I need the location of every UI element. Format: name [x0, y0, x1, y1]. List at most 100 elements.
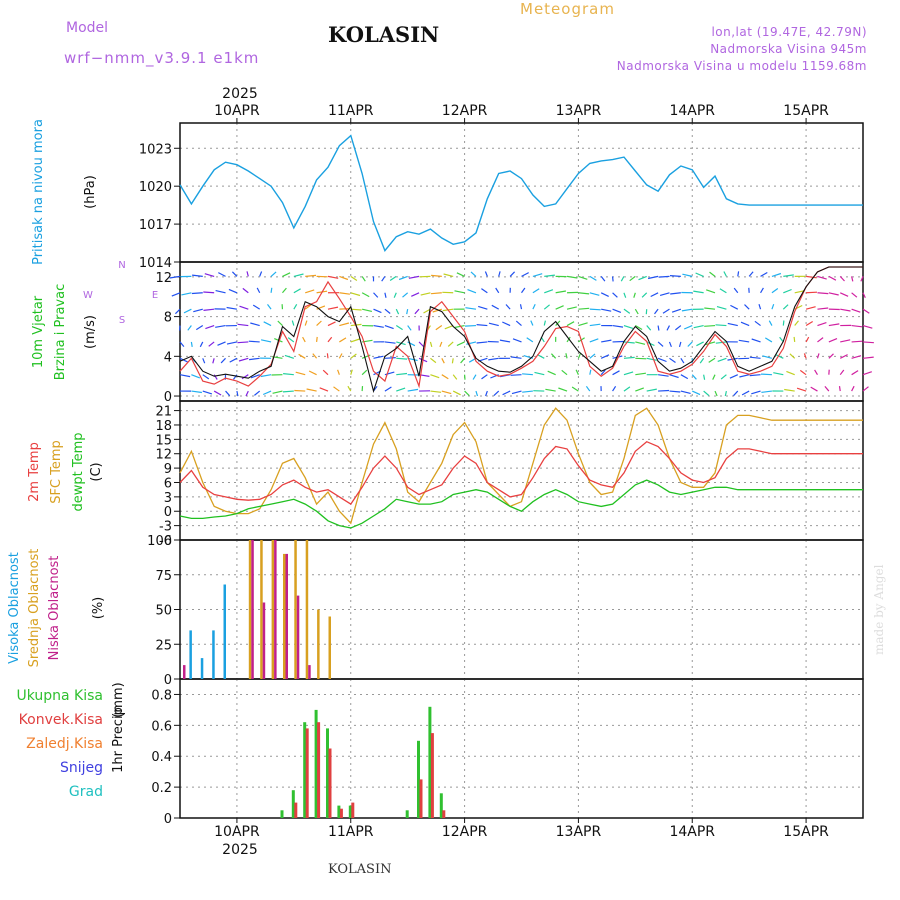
wind-barb: [291, 320, 295, 326]
cloud-bar: [296, 595, 300, 679]
wind-barb: [414, 308, 420, 315]
wind-barb: [250, 322, 260, 327]
svg-text:2025: 2025: [222, 842, 258, 858]
wind-barb: [465, 307, 477, 310]
wind-barb: [751, 390, 761, 395]
precip-legend: Grad: [69, 784, 103, 800]
wind-barb: [464, 324, 476, 327]
day-label-top: 12APR: [442, 103, 488, 119]
wind-barb: [729, 374, 739, 379]
wind-barb: [555, 290, 567, 294]
wind-barb: [669, 357, 676, 363]
wind-barb: [237, 341, 249, 344]
ytick-label: 100: [147, 534, 172, 549]
wind-barb: [262, 390, 272, 396]
wind-speed-line: [179, 266, 863, 389]
wind-barb: [298, 353, 306, 359]
wind-barb: [430, 357, 437, 364]
precip-bar: [351, 802, 355, 818]
wind-barb: [327, 321, 336, 327]
wind-barb: [510, 374, 522, 376]
precip-bar: [419, 779, 423, 818]
wind-barb: [237, 323, 249, 327]
ytick-label: 0.2: [151, 781, 172, 796]
wind-barb: [828, 292, 839, 296]
wind-barb: [851, 340, 863, 343]
wind-barb: [601, 308, 612, 312]
day-label-top: 10APR: [214, 103, 260, 119]
wind-barb: [350, 353, 357, 359]
wind-barb: [411, 292, 420, 297]
wind-barb: [657, 357, 667, 363]
wind-barb: [682, 273, 693, 277]
wind-barb: [760, 271, 768, 277]
wind-barb: [629, 275, 636, 282]
wind-barb: [373, 308, 382, 314]
ytick-label: 1023: [139, 142, 172, 157]
wind-barb: [488, 322, 499, 327]
wind-barb: [839, 292, 849, 297]
wind-barb: [555, 305, 564, 310]
wind-barb: [350, 338, 360, 343]
cloud-bar: [274, 540, 277, 679]
wind-barb: [339, 337, 347, 343]
wind-barb: [828, 353, 834, 359]
wind-barb: [270, 287, 273, 293]
ytick-label: 1020: [139, 180, 172, 195]
wind-barb: [838, 386, 841, 392]
panel-frame: [179, 678, 864, 819]
wind-barb: [635, 325, 643, 331]
wind-barb: [220, 357, 226, 364]
wind-barb: [612, 324, 624, 328]
precip-legend: Snijeg: [60, 760, 103, 776]
wind-barb: [505, 304, 511, 310]
wind-barb: [543, 304, 550, 310]
wind-barb: [493, 390, 500, 397]
wind-barb: [319, 387, 329, 392]
cloud-bar: [271, 540, 275, 679]
panel-frame: [179, 122, 864, 263]
ytick-label: 6: [164, 476, 172, 491]
wind-barb: [657, 325, 660, 331]
wind-barb: [693, 290, 704, 294]
wind-barb: [282, 390, 294, 393]
wind-barb: [350, 275, 358, 281]
temp-ylabel: dewpt Temp: [71, 432, 86, 511]
wind-barb: [522, 373, 533, 376]
wind-barb: [851, 292, 858, 298]
wind-barb: [225, 390, 231, 397]
wind-barb: [851, 308, 861, 313]
cloud-bar: [248, 540, 252, 679]
wind-barb: [304, 304, 312, 310]
wind-barb: [789, 353, 796, 359]
wind-barb: [481, 288, 488, 294]
wind-barb: [862, 371, 872, 376]
wind-barb: [384, 357, 396, 359]
wind-barb: [316, 336, 318, 342]
compass-n: N: [118, 260, 125, 271]
precip-bar: [303, 722, 307, 818]
wind-barb: [249, 357, 260, 361]
lonlat-label: lon,lat (19.47E, 42.79N): [711, 25, 867, 39]
cloud-bar: [251, 540, 254, 679]
wind-barb: [384, 341, 396, 344]
wind-barb: [242, 287, 249, 294]
wind-barb: [373, 355, 384, 359]
wind-barb: [775, 354, 784, 359]
wind-barb: [634, 308, 639, 315]
wind-barb: [612, 355, 623, 359]
wind-barb: [536, 353, 545, 359]
wind-barb: [218, 272, 226, 277]
temp-ylabel: 2m Temp: [27, 442, 42, 502]
wind-barb: [407, 325, 412, 331]
wind-barb: [817, 307, 829, 310]
wind-barb: [302, 336, 306, 343]
wind-barb: [347, 385, 352, 392]
wind-barb: [381, 276, 386, 282]
wind-barb: [241, 374, 249, 380]
wind-barb: [435, 325, 443, 331]
wind-barb: [430, 292, 442, 295]
wind-barb: [561, 369, 568, 376]
wind-barb: [485, 390, 488, 397]
